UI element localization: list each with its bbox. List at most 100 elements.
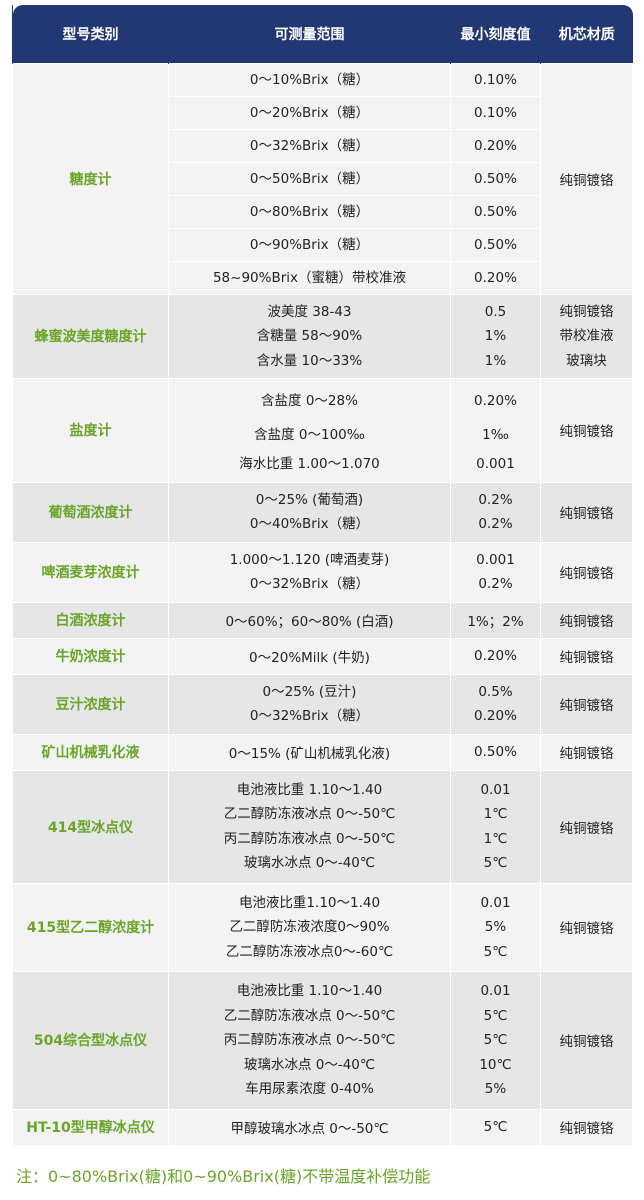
range-line: 0～25% (葡萄酒) [255,491,364,508]
range-line: 含盐度 0～100‰ [254,427,365,443]
model-name: 牛奶浓度计 [12,637,169,675]
group-honey: 蜂蜜波美度糖度计 波美度 38-43 含糖量 58～90% 含水量 10～33%… [12,293,633,379]
scale-line: 1℃ [483,830,508,847]
range-line: 车用尿素浓度 0-40% [245,1081,374,1097]
scale-cell: 0.50% [450,194,541,229]
range-cell: 0～20%Milk (牛奶) [168,637,451,675]
table-row: 矿山机械乳化液 0～15% (矿山机械乳化液) 0.50% 纯铜镀铬 [12,733,633,771]
material-cell: 纯铜镀铬 带校准液 玻璃块 [540,293,633,379]
range-cell: 0～90%Brix（糖） [168,227,451,262]
group-sugar: 糖度计 0～10%Brix（糖） 0.10% 纯铜镀铬 0～20%Brix（糖）… [12,62,633,295]
table-row: 0～50%Brix（糖） 0.50% [13,161,633,196]
scale-cell: 0.01 5℃ 5℃ 10℃ 5% [450,971,541,1110]
range-cell: 甲醇玻璃水冰点 0～-50℃ [168,1108,451,1146]
range-line: 0～32%Brix（糖） [249,708,370,724]
scale-cell: 0.50% [450,733,541,771]
range-line: 乙二醇防冻液浓度0～90% [229,919,390,935]
spec-table-container: 型号类别 可测量范围 最小刻度值 机芯材质 糖度计 0～10%Brix（糖） 0… [12,5,633,1146]
material-cell: 纯铜镀铬 [540,541,633,603]
scale-line: 0.2% [478,491,513,508]
group-ht10: HT-10型甲醇冰点仪 甲醇玻璃水冰点 0～-50℃ 5℃ 纯铜镀铬 [12,1108,633,1146]
scale-line: 0.01 [480,894,511,911]
scale-cell: 0.20% [450,128,541,163]
group-415: 415型乙二醇浓度计 电池液比重1.10～1.40 乙二醇防冻液浓度0～90% … [12,882,633,972]
group-soy: 豆汁浓度计 0～25% (豆汁) 0～32%Brix（糖） 0.5% 0.20%… [12,673,633,735]
scale-cell: 0.5% 0.20% [450,673,541,735]
range-line: 1.000～1.120 (啤酒麦芽) [229,551,390,568]
range-line: 含盐度 0～28% [261,393,358,409]
table-row: 0～20%Brix（糖） 0.10% [13,95,633,130]
range-line: 海水比重 1.00～1.070 [239,456,380,472]
model-name: 豆汁浓度计 [12,673,169,735]
range-cell: 0～10%Brix（糖） [168,62,451,97]
model-name: 盐度计 [12,378,169,483]
table-row: 盐度计 含盐度 0～28% 含盐度 0～100‰ 海水比重 1.00～1.070… [12,378,633,483]
scale-line: 5℃ [483,1032,508,1048]
model-name: 葡萄酒浓度计 [12,481,169,543]
scale-line: 0.01 [480,983,511,999]
table-row: 58~90%Brix（蜜糖）带校准液 0.20% [13,260,633,295]
range-line: 乙二醇防冻液冰点 0～-50℃ [223,806,396,822]
scale-cell: 0.20% 1‰ 0.001 [450,378,541,483]
model-name: 415型乙二醇浓度计 [12,882,169,972]
table-row: 糖度计 0～10%Brix（糖） 0.10% 纯铜镀铬 [12,62,633,295]
scale-cell: 0.50% [450,227,541,262]
scale-cell: 1%；2% [450,601,541,639]
scale-line: 1% [484,328,507,344]
range-line: 电池液比重1.10～1.40 [238,894,381,911]
range-line: 乙二醇防冻液冰点0～-60℃ [225,943,394,960]
group-liquor: 白酒浓度计 0～60%；60～80% (白酒) 1%；2% 纯铜镀铬 [12,601,633,639]
material-line: 玻璃块 [566,352,607,369]
model-name: 414型冰点仪 [12,769,169,884]
scale-line: 5℃ [483,855,508,871]
model-name: HT-10型甲醇冰点仪 [12,1108,169,1146]
range-cell: 含盐度 0～28% 含盐度 0～100‰ 海水比重 1.00～1.070 [168,378,451,483]
range-line: 玻璃水冰点 0～-40℃ [243,855,376,871]
scale-cell: 0.2% 0.2% [450,481,541,543]
range-line: 含糖量 58～90% [256,328,363,344]
scale-line: 5% [484,1081,507,1097]
range-line: 电池液比重 1.10～1.40 [236,781,383,798]
group-salt: 盐度计 含盐度 0～28% 含盐度 0～100‰ 海水比重 1.00～1.070… [12,378,633,483]
scale-cell: 5℃ [450,1108,541,1146]
range-cell: 0～25% (豆汁) 0～32%Brix（糖） [168,673,451,735]
scale-line: 0.20% [474,393,517,409]
table-row: 葡萄酒浓度计 0～25% (葡萄酒) 0～40%Brix（糖） 0.2% 0.2… [12,481,633,543]
range-line: 丙二醇防冻液冰点 0～-50℃ [223,1032,396,1048]
range-cell: 0～50%Brix（糖） [168,161,451,196]
scale-cell: 0.01 1℃ 1℃ 5℃ [450,769,541,884]
scale-line: 0.2% [478,576,513,592]
range-cell: 波美度 38-43 含糖量 58～90% 含水量 10～33% [168,293,451,379]
table-header-row: 型号类别 可测量范围 最小刻度值 机芯材质 [12,5,633,63]
range-line: 乙二醇防冻液冰点 0～-50℃ [223,1007,396,1024]
range-line: 0～40%Brix（糖） [249,516,370,532]
table-row: 蜂蜜波美度糖度计 波美度 38-43 含糖量 58～90% 含水量 10～33%… [12,293,633,379]
material-cell: 纯铜镀铬 [540,481,633,543]
model-name: 啤酒麦芽浓度计 [12,541,169,603]
range-cell: 0～80%Brix（糖） [168,194,451,229]
table-row: HT-10型甲醇冰点仪 甲醇玻璃水冰点 0～-50℃ 5℃ 纯铜镀铬 [12,1108,633,1146]
material-cell: 纯铜镀铬 [540,673,633,735]
scale-line: 0.001 [476,456,515,472]
scale-cell: 0.10% [450,62,541,97]
range-cell: 0～25% (葡萄酒) 0～40%Brix（糖） [168,481,451,543]
scale-line: 5℃ [483,1007,508,1024]
material-cell: 纯铜镀铬 [540,1108,633,1146]
table-row: 414型冰点仪 电池液比重 1.10～1.40 乙二醇防冻液冰点 0～-50℃ … [12,769,633,884]
header-range: 可测量范围 [168,5,451,63]
group-beer: 啤酒麦芽浓度计 1.000～1.120 (啤酒麦芽) 0～32%Brix（糖） … [12,541,633,603]
group-mining: 矿山机械乳化液 0～15% (矿山机械乳化液) 0.50% 纯铜镀铬 [12,733,633,771]
scale-line: 0.5% [478,683,513,700]
group-milk: 牛奶浓度计 0～20%Milk (牛奶) 0.20% 纯铜镀铬 [12,637,633,675]
scale-line: 0.001 [476,551,515,568]
range-cell: 1.000～1.120 (啤酒麦芽) 0～32%Brix（糖） [168,541,451,603]
range-line: 含水量 10～33% [256,352,363,369]
scale-line: 10℃ [479,1056,512,1073]
scale-line: 0.5 [484,303,507,320]
range-cell: 电池液比重 1.10～1.40 乙二醇防冻液冰点 0～-50℃ 丙二醇防冻液冰点… [168,971,451,1110]
scale-cell: 0.50% [450,161,541,196]
material-cell: 纯铜镀铬 [540,769,633,884]
material-cell: 纯铜镀铬 [540,601,633,639]
table-row: 牛奶浓度计 0～20%Milk (牛奶) 0.20% 纯铜镀铬 [12,637,633,675]
range-cell: 电池液比重 1.10～1.40 乙二醇防冻液冰点 0～-50℃ 丙二醇防冻液冰点… [168,769,451,884]
